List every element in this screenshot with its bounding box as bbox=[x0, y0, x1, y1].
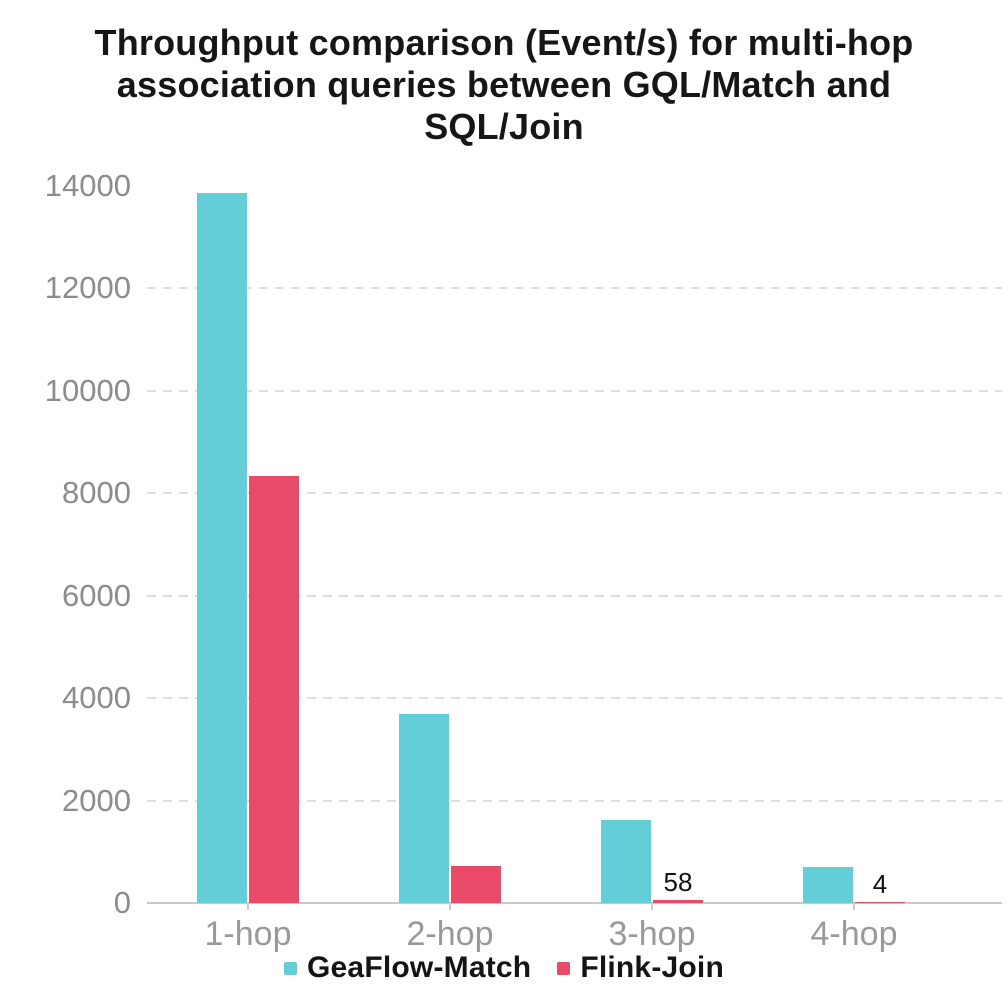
bar-flink-join-1-hop bbox=[249, 476, 299, 903]
bar-geaflow-match-1-hop bbox=[197, 193, 247, 903]
x-axis-label-3-hop: 3-hop bbox=[608, 915, 696, 953]
bar-group-1-hop bbox=[147, 186, 349, 903]
value-label-flink-join-3-hop: 58 bbox=[663, 867, 693, 898]
x-axis-label-2-hop: 2-hop bbox=[406, 915, 494, 953]
x-axis-tick bbox=[449, 903, 451, 910]
chart-title-line: association queries between GQL/Match an… bbox=[116, 64, 892, 105]
y-axis-tick-label: 10000 bbox=[44, 372, 131, 408]
x-axis-tick bbox=[247, 903, 249, 910]
legend-swatch-icon bbox=[557, 961, 571, 975]
y-axis-tick-label: 0 bbox=[113, 885, 131, 920]
gridline-10000 bbox=[147, 389, 1002, 392]
y-axis-tick-label: 12000 bbox=[44, 270, 131, 306]
x-axis-tick bbox=[853, 903, 855, 910]
bar-geaflow-match-3-hop bbox=[601, 820, 651, 903]
y-axis-tick-label: 4000 bbox=[62, 680, 131, 716]
x-axis-line bbox=[147, 902, 1002, 904]
legend: GeaFlow-Match Flink-Join bbox=[0, 951, 1008, 985]
bar-group-4-hop: 4 bbox=[753, 186, 955, 903]
legend-item-flink-join: Flink-Join bbox=[557, 951, 724, 985]
gridline-4000 bbox=[147, 697, 1002, 700]
y-axis-tick-label: 14000 bbox=[44, 168, 131, 203]
plot-area: 0 2000 4000 6000 8000 10000 12000 14000 58 4 bbox=[45, 168, 1002, 920]
bar-flink-join-2-hop bbox=[451, 866, 501, 903]
chart-title-line: SQL/Join bbox=[424, 106, 584, 147]
x-axis-label-4-hop: 4-hop bbox=[810, 915, 898, 953]
bar-group-3-hop: 58 bbox=[551, 186, 753, 903]
y-axis-tick-label: 8000 bbox=[62, 475, 131, 511]
x-axis-tick bbox=[651, 903, 653, 910]
value-label-flink-join-4-hop: 4 bbox=[872, 869, 888, 899]
bar-geaflow-match-4-hop bbox=[803, 867, 853, 903]
chart-title-line: Throughput comparison (Event/s) for mult… bbox=[94, 22, 914, 63]
legend-label: GeaFlow-Match bbox=[307, 951, 532, 984]
chart-title: Throughput comparison (Event/s) for mult… bbox=[64, 22, 944, 148]
y-axis-tick-label: 6000 bbox=[62, 577, 131, 613]
legend-swatch-icon bbox=[284, 961, 298, 975]
gridline-2000 bbox=[147, 799, 1002, 802]
legend-item-geaflow-match: GeaFlow-Match bbox=[284, 951, 531, 985]
bar-group-2-hop bbox=[349, 186, 551, 903]
y-axis-tick-label: 2000 bbox=[62, 782, 131, 818]
gridline-6000 bbox=[147, 594, 1002, 597]
legend-label: Flink-Join bbox=[580, 951, 724, 984]
bar-flink-join-4-hop bbox=[855, 902, 905, 903]
bar-geaflow-match-2-hop bbox=[399, 714, 449, 903]
bar-flink-join-3-hop bbox=[653, 900, 703, 903]
gridline-8000 bbox=[147, 492, 1002, 495]
gridline-12000 bbox=[147, 287, 1002, 290]
x-axis-label-1-hop: 1-hop bbox=[204, 915, 292, 953]
